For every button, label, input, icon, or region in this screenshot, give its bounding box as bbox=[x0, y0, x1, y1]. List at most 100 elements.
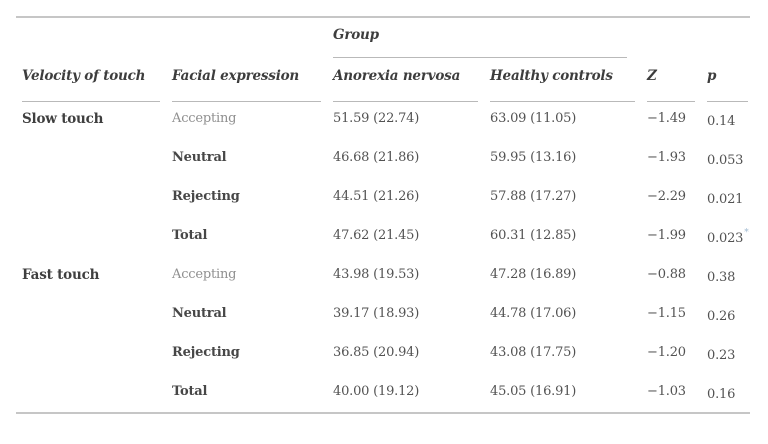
z-value-cell: −1.15 bbox=[647, 306, 686, 321]
healthy-controls-value-cell: 57.88 (17.27) bbox=[490, 189, 577, 204]
anorexia-nervosa-value-cell: 44.51 (21.26) bbox=[333, 189, 420, 204]
p-value-cell: 0.26 bbox=[707, 297, 748, 336]
header-rule bbox=[333, 100, 478, 102]
velocity-of-touch-cell bbox=[22, 180, 172, 219]
table-row: Total 47.62 (21.45) 60.31 (12.85) −1.99 … bbox=[22, 219, 749, 258]
group-spanner-label: Group bbox=[333, 27, 379, 43]
anorexia-nervosa-value-cell: 40.00 (19.12) bbox=[333, 384, 420, 399]
header-label: Healthy controls bbox=[490, 68, 613, 84]
header-label: Anorexia nervosa bbox=[333, 68, 461, 84]
table-row: Total 40.00 (19.12) 45.05 (16.91) −1.03 … bbox=[22, 375, 748, 414]
facial-expression-cell: Total bbox=[172, 219, 333, 258]
healthy-controls-value-cell: 44.78 (17.06) bbox=[490, 306, 577, 321]
header-rule bbox=[490, 100, 635, 102]
velocity-of-touch-cell: Slow touch bbox=[22, 111, 104, 127]
header-label: Facial expression bbox=[172, 68, 300, 84]
table-row: Rejecting 44.51 (21.26) 57.88 (17.27) −2… bbox=[22, 180, 748, 219]
anorexia-nervosa-value-cell: 46.68 (21.86) bbox=[333, 150, 420, 165]
anorexia-nervosa-value-cell: 47.62 (21.45) bbox=[333, 228, 420, 243]
z-value-cell: −2.29 bbox=[647, 189, 686, 204]
p-value-cell: 0.021 bbox=[707, 180, 748, 219]
facial-expression-cell: Rejecting bbox=[172, 336, 333, 375]
velocity-of-touch-cell bbox=[22, 336, 172, 375]
facial-expression-label: Total bbox=[172, 384, 208, 399]
table-row: Fast touch Accepting 43.98 (19.53) 47.28… bbox=[22, 258, 748, 297]
anorexia-nervosa-value-cell: 43.98 (19.53) bbox=[333, 267, 420, 282]
velocity-of-touch-cell bbox=[22, 297, 172, 336]
header-z: Z bbox=[647, 58, 707, 102]
p-value: 0.14 bbox=[707, 114, 736, 129]
table-group-spanner-row: Group bbox=[22, 18, 748, 58]
p-value: 0.023 bbox=[707, 231, 744, 246]
p-value: 0.26 bbox=[707, 309, 736, 324]
healthy-controls-value-cell: 47.28 (16.89) bbox=[490, 267, 577, 282]
header-rule bbox=[22, 100, 160, 102]
table-row: Slow touch Accepting 51.59 (22.74) 63.09… bbox=[22, 102, 748, 141]
header-rule bbox=[647, 100, 695, 102]
healthy-controls-value-cell: 43.08 (17.75) bbox=[490, 345, 577, 360]
z-value-cell: −1.20 bbox=[647, 345, 686, 360]
p-value: 0.38 bbox=[707, 270, 736, 285]
header-facial-expression: Facial expression bbox=[172, 58, 333, 102]
velocity-of-touch-cell bbox=[22, 375, 172, 414]
healthy-controls-value-cell: 60.31 (12.85) bbox=[490, 228, 577, 243]
table-header-row: Velocity of touch Facial expression Anor… bbox=[22, 58, 748, 102]
header-label: Velocity of touch bbox=[22, 68, 146, 84]
facial-expression-cell: Accepting bbox=[172, 102, 333, 141]
header-p: p bbox=[707, 58, 748, 102]
header-healthy-controls: Healthy controls bbox=[490, 58, 647, 102]
facial-expression-cell: Accepting bbox=[172, 258, 333, 297]
table-top-rule bbox=[16, 16, 750, 18]
anorexia-nervosa-value-cell: 39.17 (18.93) bbox=[333, 306, 420, 321]
p-value-cell: 0.023* bbox=[707, 219, 749, 258]
z-value-cell: −1.03 bbox=[647, 384, 686, 399]
z-value-cell: −1.99 bbox=[647, 228, 686, 243]
velocity-of-touch-cell: Fast touch bbox=[22, 267, 100, 283]
p-value-cell: 0.38 bbox=[707, 258, 748, 297]
z-value-cell: −1.93 bbox=[647, 150, 686, 165]
p-value: 0.053 bbox=[707, 153, 744, 168]
facial-expression-label: Neutral bbox=[172, 306, 227, 321]
p-value: 0.16 bbox=[707, 387, 736, 402]
p-value-cell: 0.23 bbox=[707, 336, 748, 375]
facial-expression-label: Rejecting bbox=[172, 189, 240, 204]
header-anorexia-nervosa: Anorexia nervosa bbox=[333, 58, 490, 102]
anorexia-nervosa-value-cell: 51.59 (22.74) bbox=[333, 111, 420, 126]
facial-expression-cell: Neutral bbox=[172, 141, 333, 180]
healthy-controls-value-cell: 45.05 (16.91) bbox=[490, 384, 577, 399]
table-bottom-rule bbox=[16, 412, 750, 414]
velocity-of-touch-cell bbox=[22, 219, 172, 258]
group-spanner-rule bbox=[333, 56, 627, 58]
facial-expression-label: Total bbox=[172, 228, 208, 243]
table-row: Rejecting 36.85 (20.94) 43.08 (17.75) −1… bbox=[22, 336, 748, 375]
facial-expression-cell: Neutral bbox=[172, 297, 333, 336]
facial-expression-cell: Total bbox=[172, 375, 333, 414]
significance-asterisk: * bbox=[744, 228, 749, 238]
anorexia-nervosa-value-cell: 36.85 (20.94) bbox=[333, 345, 420, 360]
facial-expression-cell: Rejecting bbox=[172, 180, 333, 219]
p-value-cell: 0.053 bbox=[707, 141, 748, 180]
p-value-cell: 0.16 bbox=[707, 375, 748, 414]
p-value-cell: 0.14 bbox=[707, 102, 748, 141]
p-value: 0.021 bbox=[707, 192, 744, 207]
facial-expression-label: Neutral bbox=[172, 150, 227, 165]
table-row: Neutral 46.68 (21.86) 59.95 (13.16) −1.9… bbox=[22, 141, 748, 180]
healthy-controls-value-cell: 59.95 (13.16) bbox=[490, 150, 577, 165]
header-rule bbox=[172, 100, 321, 102]
header-label: p bbox=[707, 68, 717, 84]
z-value-cell: −0.88 bbox=[647, 267, 686, 282]
header-rule bbox=[707, 100, 748, 102]
header-label: Z bbox=[647, 68, 657, 84]
z-value-cell: −1.49 bbox=[647, 111, 686, 126]
facial-expression-label: Rejecting bbox=[172, 345, 240, 360]
table-row: Neutral 39.17 (18.93) 44.78 (17.06) −1.1… bbox=[22, 297, 748, 336]
header-velocity-of-touch: Velocity of touch bbox=[22, 58, 172, 102]
healthy-controls-value-cell: 63.09 (11.05) bbox=[490, 111, 577, 126]
table-body: Slow touch Accepting 51.59 (22.74) 63.09… bbox=[0, 102, 768, 414]
group-spanner-cell: Group bbox=[333, 18, 647, 58]
facial-expression-label: Accepting bbox=[172, 267, 237, 282]
p-value: 0.23 bbox=[707, 348, 736, 363]
velocity-of-touch-cell bbox=[22, 141, 172, 180]
facial-expression-label: Accepting bbox=[172, 111, 237, 126]
